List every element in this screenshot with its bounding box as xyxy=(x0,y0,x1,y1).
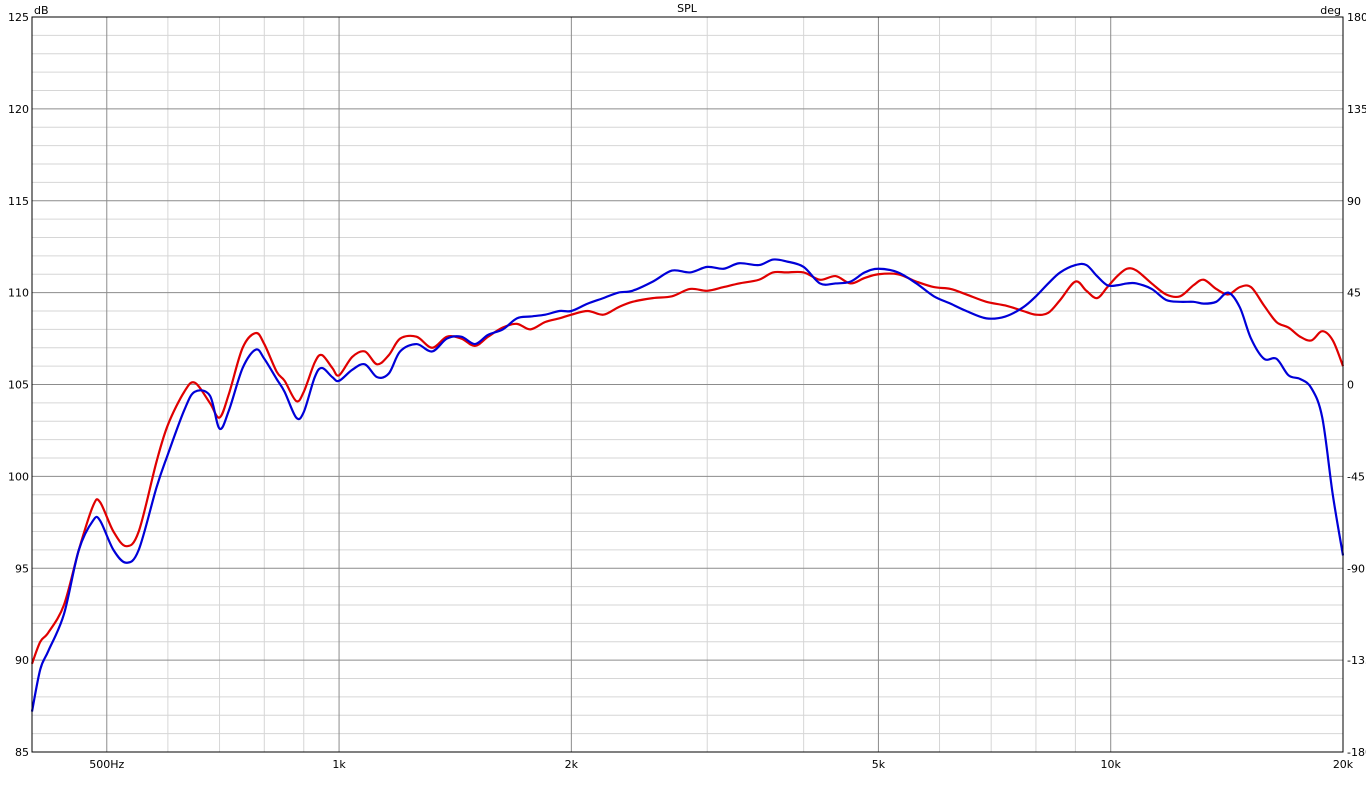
y-tick-label: 100 xyxy=(8,470,29,483)
y2-tick-label: 180 xyxy=(1347,11,1366,24)
y2-axis-unit-label: deg xyxy=(1320,4,1341,17)
y-tick-label: 120 xyxy=(8,103,29,116)
y2-tick-label: 45 xyxy=(1347,287,1361,300)
y-tick-label: 115 xyxy=(8,195,29,208)
x-tick-label: 1k xyxy=(332,758,346,771)
y2-tick-label: -135 xyxy=(1347,654,1366,667)
x-tick-label: 500Hz xyxy=(89,758,124,771)
y2-tick-labels: -180 -135 -90 -45 0 45 90 135 180 xyxy=(1347,11,1366,759)
y-axis-unit-label: dB xyxy=(34,4,49,17)
x-tick-label: 10k xyxy=(1101,758,1122,771)
y2-tick-label: 90 xyxy=(1347,195,1361,208)
x-tick-label: 5k xyxy=(872,758,886,771)
y-tick-labels: 85 90 95 100 105 110 115 120 125 xyxy=(8,11,29,759)
y-tick-label: 95 xyxy=(15,562,29,575)
y2-tick-label: -90 xyxy=(1347,562,1365,575)
plot-frame xyxy=(31,16,1344,753)
chart-title: SPL xyxy=(677,2,698,15)
y2-tick-label: 0 xyxy=(1347,379,1354,392)
series-line-1 xyxy=(30,267,1345,665)
y2-tick-label: 135 xyxy=(1347,103,1366,116)
y2-tick-label: -45 xyxy=(1347,470,1365,483)
y-tick-label: 125 xyxy=(8,11,29,24)
y-tick-label: 90 xyxy=(15,654,29,667)
y-tick-label: 105 xyxy=(8,379,29,392)
y-tick-label: 85 xyxy=(15,746,29,759)
x-tick-label: 20k xyxy=(1333,758,1354,771)
series-line-2 xyxy=(30,258,1345,712)
series-layer xyxy=(30,258,1345,712)
x-tick-label: 2k xyxy=(565,758,579,771)
y2-tick-label: -180 xyxy=(1347,746,1366,759)
y-tick-label: 110 xyxy=(8,287,29,300)
x-tick-labels: 500Hz 1k 2k 5k 10k 20k xyxy=(89,758,1354,771)
